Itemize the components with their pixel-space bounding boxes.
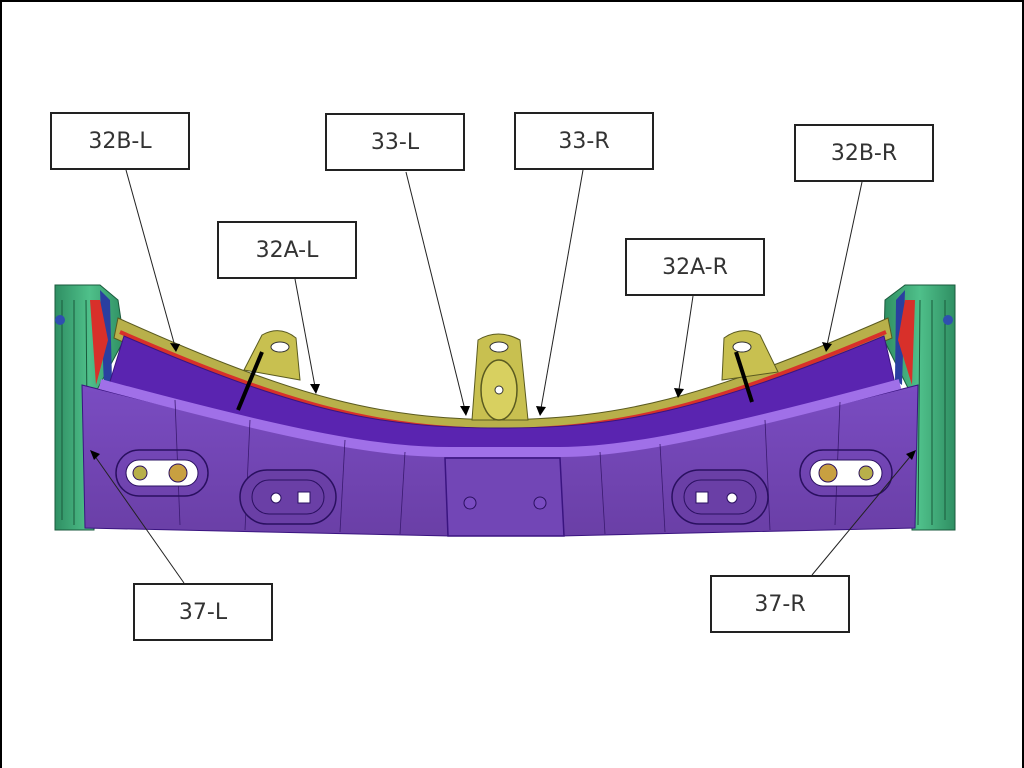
right-slot — [799, 449, 893, 497]
leader-37-l — [91, 451, 185, 584]
label-32b-l: 32B-L — [50, 112, 190, 170]
right-pad — [671, 469, 769, 525]
bracket-right — [721, 330, 779, 381]
leader-37-r — [811, 451, 915, 576]
label-33-r: 33-R — [514, 112, 654, 170]
label-33-l: 33-L — [325, 113, 465, 171]
leader-lines — [91, 169, 915, 584]
leader-33-r — [539, 169, 584, 415]
leader-arrow-icon — [90, 342, 916, 460]
leader-33-l — [405, 171, 467, 415]
center-pad — [444, 457, 565, 537]
leader-32a-r — [677, 295, 694, 397]
bracket-center — [471, 333, 529, 421]
section-mark-right — [734, 351, 754, 403]
left-slot — [115, 449, 209, 497]
bracket-left — [243, 330, 301, 381]
left-pad — [239, 469, 337, 525]
center-rib — [98, 379, 902, 457]
label-37-l: 37-L — [133, 583, 273, 641]
label-32b-r: 32B-R — [794, 124, 934, 182]
section-mark-left — [236, 351, 264, 411]
label-32a-l: 32A-L — [217, 221, 357, 279]
leader-32a-l — [294, 278, 317, 393]
leader-32b-r — [825, 181, 863, 351]
right-side-member — [883, 284, 956, 531]
leader-32b-l — [125, 169, 177, 351]
label-37-r: 37-R — [710, 575, 850, 633]
label-32a-r: 32A-R — [625, 238, 765, 296]
